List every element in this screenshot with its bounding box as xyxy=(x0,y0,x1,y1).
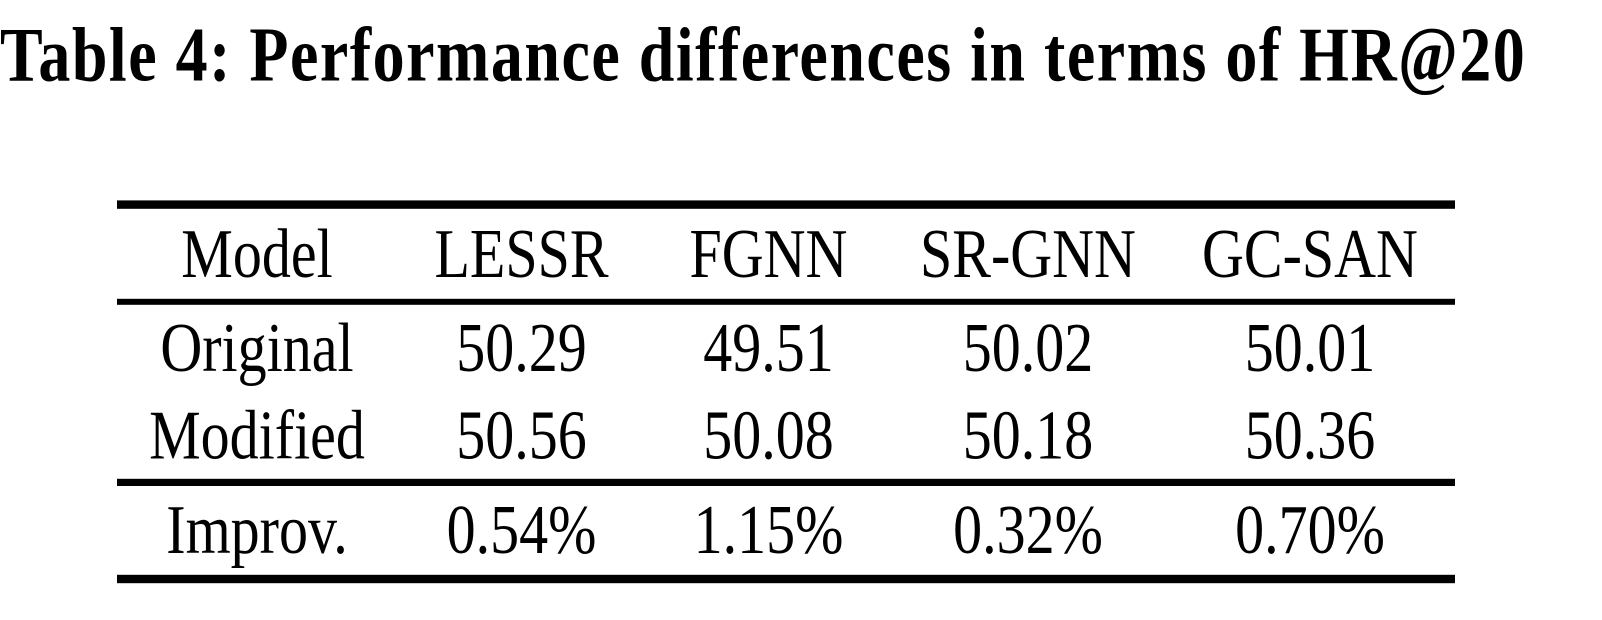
table-body: Original 50.29 49.51 50.02 50.01 Modifie… xyxy=(117,302,1455,482)
table-row-original: Original 50.29 49.51 50.02 50.01 xyxy=(117,302,1455,392)
header-row: Model LESSR FGNN SR-GNN GC-SAN xyxy=(117,205,1455,302)
column-header-sr-gnn: SR-GNN xyxy=(920,214,1136,293)
table-cell: 50.08 xyxy=(703,395,834,474)
column-header-fgnn: FGNN xyxy=(689,214,848,293)
table-header: Model LESSR FGNN SR-GNN GC-SAN xyxy=(117,205,1455,302)
table-cell: 0.70% xyxy=(1235,490,1385,569)
table-caption: Table 4: Performance differences in term… xyxy=(0,12,1527,98)
table-cell: 0.32% xyxy=(953,490,1103,569)
table-cell: 49.51 xyxy=(703,308,834,387)
table-cell: 0.54% xyxy=(446,490,597,569)
table-footer: Improv. 0.54% 1.15% 0.32% 0.70% xyxy=(117,482,1455,579)
row-label-modified: Modified xyxy=(149,395,365,474)
row-label-improvement: Improv. xyxy=(166,490,348,569)
table-cell: 50.02 xyxy=(962,308,1094,387)
table-row-improvement: Improv. 0.54% 1.15% 0.32% 0.70% xyxy=(117,482,1455,579)
table-cell: 50.18 xyxy=(962,395,1094,474)
table-cell: 50.36 xyxy=(1244,395,1376,474)
table-cell: 50.29 xyxy=(456,308,587,387)
column-header-lessr: LESSR xyxy=(434,214,609,293)
table-cell: 50.56 xyxy=(456,395,587,474)
results-table: Model LESSR FGNN SR-GNN GC-SAN Original … xyxy=(117,200,1455,584)
table-row-modified: Modified 50.56 50.08 50.18 50.36 xyxy=(117,392,1455,482)
column-header-gc-san: GC-SAN xyxy=(1202,214,1418,293)
table-cell: 1.15% xyxy=(693,490,844,569)
table-cell: 50.01 xyxy=(1244,308,1376,387)
column-header-model: Model xyxy=(181,214,333,293)
row-label-original: Original xyxy=(160,308,354,387)
